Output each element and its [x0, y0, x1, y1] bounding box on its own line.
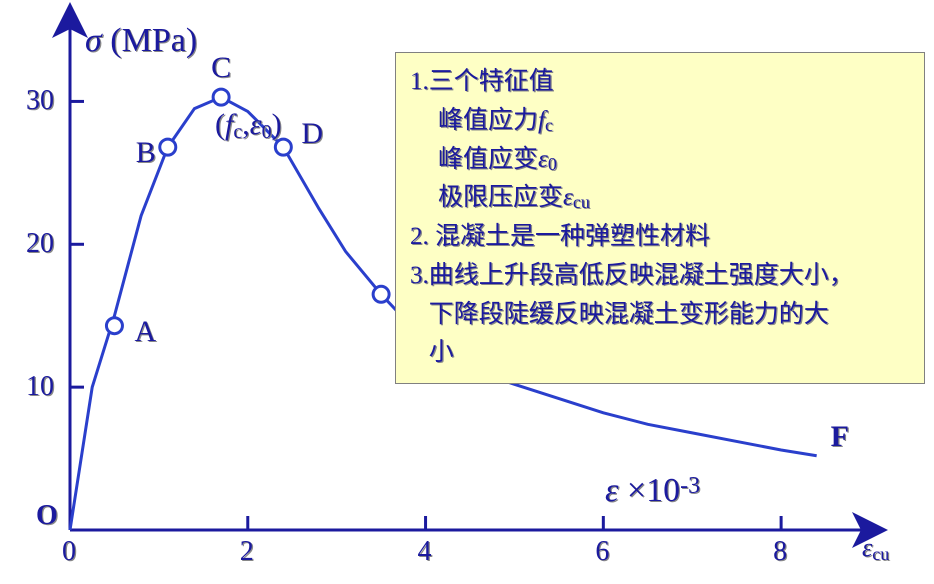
x-tick-label: 2	[240, 536, 254, 568]
origin-label: O	[36, 500, 58, 532]
y-tick-label: 10	[26, 371, 54, 403]
note-line-4: 极限压应变εcu	[410, 179, 910, 218]
note-line-6: 3.曲线上升段高低反映混凝土强度大小， 下降段陡缓反映混凝土变形能力的大 小	[410, 257, 910, 373]
point-label-A: A	[134, 315, 156, 349]
x-tick-label: 6	[595, 536, 609, 568]
note-line-5: 2. 混凝土是一种弹塑性材料	[410, 218, 910, 257]
x-end-label: εcu	[862, 533, 889, 563]
chart-container: { "chart": { "type": "line", "background…	[0, 0, 934, 584]
y-tick-label: 20	[26, 228, 54, 260]
peak-annotation: (fc,ε0)	[215, 108, 282, 142]
x-tick-label: 0	[62, 536, 76, 568]
note-line-2: 峰值应力fc	[410, 102, 910, 141]
x-tick-label: 8	[773, 536, 787, 568]
x-axis-label: ε ×10-3	[605, 472, 700, 510]
point-label-C: C	[211, 51, 231, 85]
y-axis-label: σ (MPa)	[85, 22, 197, 60]
point-label-D: D	[301, 117, 323, 151]
x-tick-label: 4	[418, 536, 432, 568]
notes-textbox: 1.三个特征值 峰值应力fc 峰值应变ε0 极限压应变εcu 2. 混凝土是一种…	[395, 52, 925, 384]
note-line-1: 1.三个特征值	[410, 63, 910, 102]
point-label-B: B	[136, 136, 156, 170]
point-label-F: F	[831, 420, 849, 454]
y-tick-label: 30	[26, 85, 54, 117]
note-line-3: 峰值应变ε0	[410, 141, 910, 180]
